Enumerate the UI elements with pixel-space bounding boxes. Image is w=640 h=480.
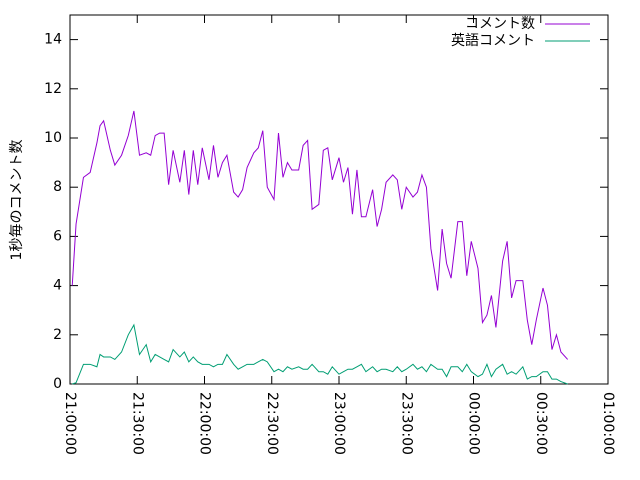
y-tick-label: 2: [53, 327, 62, 343]
legend-label: コメント数: [465, 16, 535, 32]
x-tick-label: 22:00:00: [197, 392, 213, 455]
y-axis-label: 1秒毎のコメント数: [9, 140, 25, 261]
data-line: [72, 323, 568, 385]
y-tick-label: 8: [53, 179, 62, 195]
data-line: [71, 110, 569, 360]
plot-border: [69, 14, 609, 385]
x-tick-label: 22:30:00: [264, 392, 280, 455]
legend-label: 英語コメント: [451, 32, 535, 49]
x-tick-label: 23:00:00: [331, 392, 347, 455]
y-tick-label: 10: [44, 130, 62, 146]
x-tick-label: 00:30:00: [533, 392, 549, 455]
y-tick-label: 14: [44, 32, 62, 48]
x-tick-label: 21:00:00: [62, 392, 78, 455]
x-tick-label: 21:30:00: [129, 392, 145, 455]
y-tick-label: 4: [53, 278, 62, 294]
x-tick-label: 23:30:00: [398, 392, 414, 455]
x-tick-label: 00:00:00: [466, 392, 482, 455]
y-tick-label: 0: [53, 376, 62, 392]
y-tick-label: 12: [44, 81, 62, 97]
x-tick-label: 01:00:00: [600, 392, 616, 455]
y-tick-label: 6: [53, 228, 62, 244]
